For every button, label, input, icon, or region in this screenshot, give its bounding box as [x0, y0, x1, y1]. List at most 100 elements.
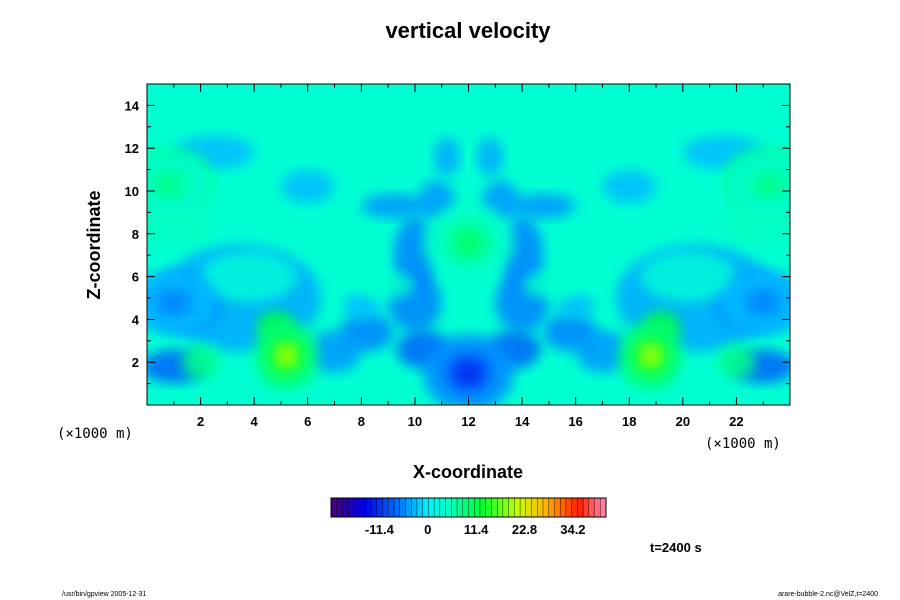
x-tick-label: 22: [729, 414, 743, 429]
x-tick-label: 20: [676, 414, 690, 429]
field-structure: [602, 169, 657, 204]
y-axis-label: Z-coordinate: [84, 190, 104, 299]
field-structure: [511, 193, 576, 219]
plot-area: [146, 83, 791, 406]
x-tick-label: 2: [197, 414, 204, 429]
field-structure: [522, 272, 576, 298]
colorbar-segment: [428, 497, 435, 518]
colorbar-segment: [382, 497, 389, 518]
y-tick-marks: [147, 104, 790, 385]
field-feature: [756, 174, 781, 195]
colorbar-tick-label: 22.8: [512, 522, 537, 537]
colorbar-segment: [353, 497, 361, 518]
y-tick-label: 12: [125, 141, 139, 156]
colorbar-segment: [336, 497, 343, 518]
y-tick-label: 10: [125, 184, 139, 199]
colorbar-segment: [370, 497, 378, 518]
field-feature: [751, 292, 776, 312]
colorbar-segment: [433, 497, 441, 518]
colorbar-tick-label: 0: [424, 522, 431, 537]
colorbar-segment: [588, 497, 596, 518]
colorbar-segment: [491, 497, 498, 518]
colorbar-segment: [548, 497, 555, 518]
field-structure: [361, 272, 415, 298]
colorbar-segment: [577, 497, 584, 518]
field-feature: [456, 231, 481, 254]
colorbar-segment: [594, 497, 601, 518]
colorbar-segment: [496, 497, 504, 518]
colorbar-segment: [554, 497, 561, 518]
x-tick-label: 12: [461, 414, 475, 429]
colorbar-segment: [514, 497, 521, 518]
field-structure: [342, 293, 381, 320]
field-feature: [456, 362, 481, 384]
colorbar: -11.4 0 11.4 22.8 34.2: [330, 497, 607, 537]
colorbar-segment: [388, 497, 395, 518]
colorbar-segment: [451, 497, 458, 518]
colorbar-segment: [445, 497, 452, 518]
x-tick-label: 18: [622, 414, 636, 429]
field-structure: [717, 345, 756, 380]
colorbar-tick-label: -11.4: [365, 522, 395, 537]
colorbar-segment: [456, 497, 464, 518]
footer-left: /usr/bin/gpview 2005-12-31: [62, 591, 147, 598]
y-tick-label: 2: [132, 355, 139, 370]
x-tick-labels: 2 4 6 8 10 12 14 16 18 20 22: [197, 414, 744, 429]
field-structure: [639, 250, 737, 303]
time-label: t=2400 s: [650, 540, 702, 555]
colorbar-segment: [359, 497, 366, 518]
field-structure: [307, 330, 362, 373]
x-tick-label: 6: [304, 414, 311, 429]
field-feature: [276, 346, 296, 366]
colorbar-segment: [531, 497, 538, 518]
x-unit-label: (×1000 m): [705, 436, 781, 452]
colorbar-segment: [565, 497, 573, 518]
x-tick-label: 8: [358, 414, 365, 429]
colorbar-segment: [376, 497, 384, 518]
colorbar-segment: [422, 497, 429, 518]
field-feature: [156, 174, 181, 195]
colorbar-segment: [474, 497, 481, 518]
y-tick-labels: 2 4 6 8 10 12 14: [125, 98, 140, 370]
z-unit-label: (×1000 m): [57, 426, 133, 442]
y-tick-label: 8: [132, 227, 139, 242]
colorbar-segment: [582, 497, 590, 518]
field-structure: [200, 250, 298, 303]
colorbar-segment: [479, 497, 487, 518]
x-tick-label: 10: [408, 414, 422, 429]
colorbar-tick-label: 34.2: [560, 522, 585, 537]
colorbar-segment: [347, 497, 355, 518]
x-tick-label: 4: [251, 414, 259, 429]
y-tick-label: 14: [125, 98, 140, 113]
x-tick-label: 14: [515, 414, 530, 429]
field-feature: [161, 292, 186, 312]
field-feature: [641, 346, 661, 366]
colorbar-tick-label: 11.4: [464, 522, 489, 537]
colorbar-segment: [485, 497, 492, 518]
field-structure: [575, 330, 630, 373]
colorbar-segment: [600, 497, 607, 518]
chart-title: vertical velocity: [385, 18, 551, 43]
field-structure: [280, 169, 335, 204]
field-structure: [556, 293, 595, 320]
colorbar-labels: -11.4 0 11.4 22.8 34.2: [365, 522, 586, 537]
velocity-field: [147, 135, 790, 405]
colorbar-frame: [330, 497, 607, 518]
colorbar-segment: [462, 497, 470, 518]
colorbar-segment: [399, 497, 406, 518]
colorbar-segment: [508, 497, 515, 518]
colorbar-segment: [330, 497, 338, 518]
colorbar-segment: [439, 497, 447, 518]
colorbar-segments: [330, 497, 607, 518]
colorbar-segment: [537, 497, 544, 518]
field-structure: [361, 193, 426, 219]
x-tick-label: 16: [568, 414, 582, 429]
colorbar-segment: [519, 497, 527, 518]
x-tick-marks: [173, 84, 764, 405]
colorbar-segment: [416, 497, 424, 518]
colorbar-segment: [468, 497, 475, 518]
field-structure: [433, 137, 461, 177]
field-structure: [476, 137, 504, 177]
colorbar-segment: [405, 497, 412, 518]
